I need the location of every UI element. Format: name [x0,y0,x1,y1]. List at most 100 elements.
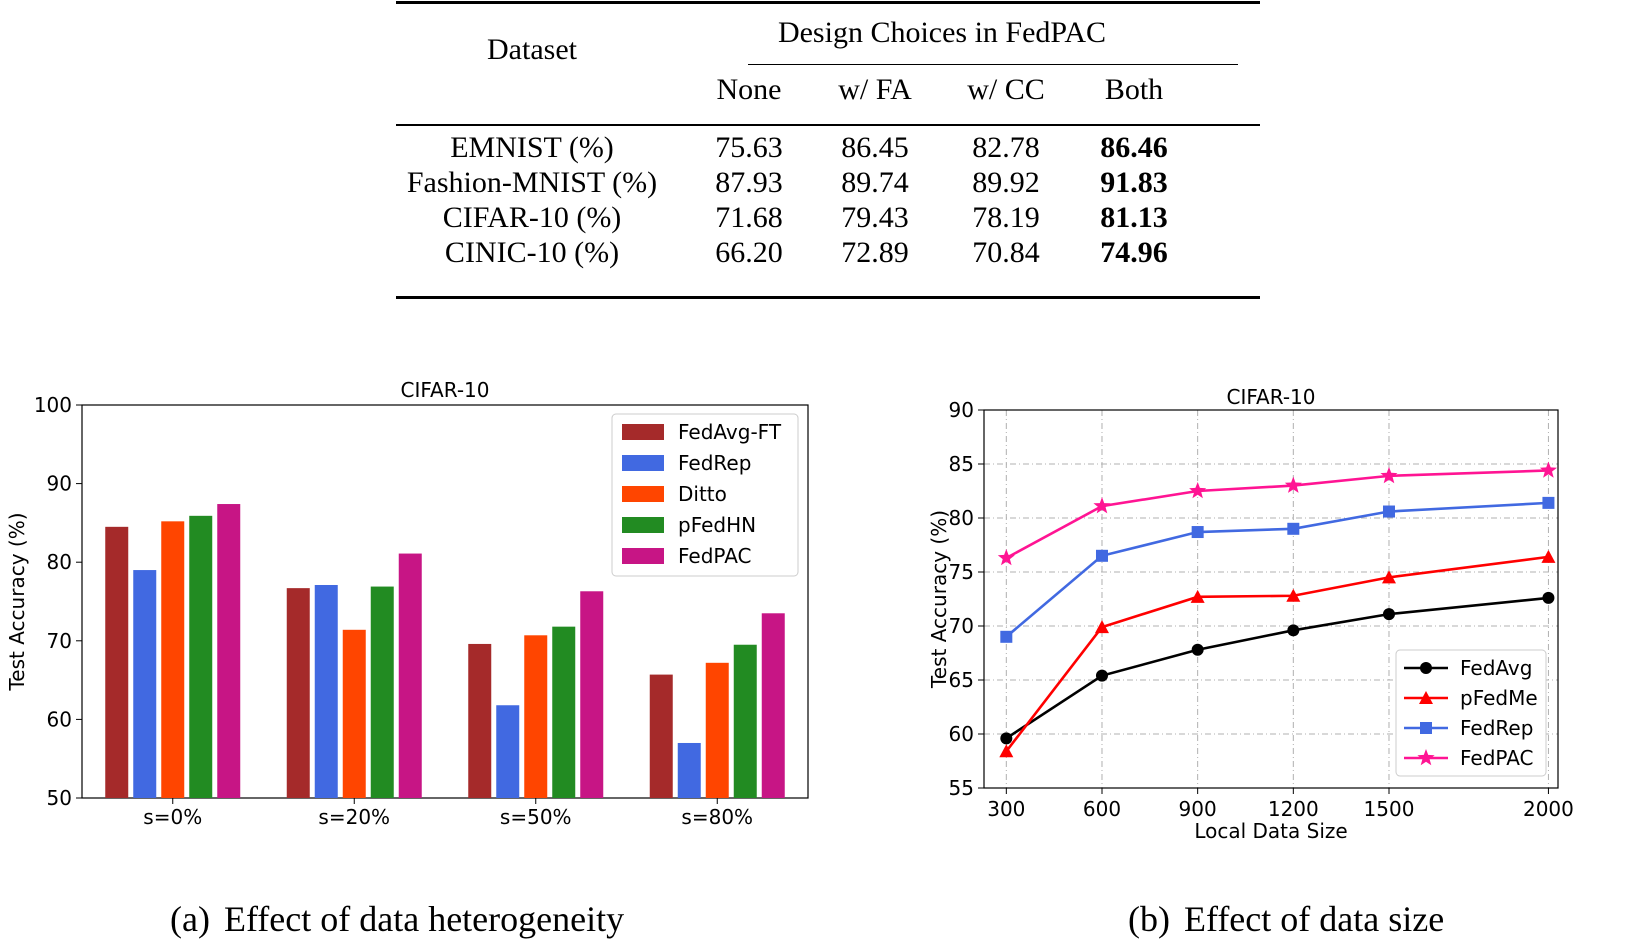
plot-frame [983,409,1559,789]
table-col-header: w/ FA [838,73,912,106]
data-point [999,744,1014,758]
legend-label: pFedHN [678,513,756,537]
legend-swatch [622,486,664,502]
table-cell-best: 81.13 [1100,201,1168,234]
data-point [1000,630,1013,643]
data-point [1287,624,1300,637]
table-cell: 75.63 [715,131,783,164]
caption-label: (a) [170,899,210,939]
legend-marker [1420,722,1432,734]
bar [370,586,394,798]
legend-swatch [622,548,664,564]
table-cell: 79.43 [841,201,909,234]
bar [398,553,422,798]
table-cell: 89.92 [972,166,1040,199]
y-tick-label: 100 [34,393,72,417]
data-point [997,549,1015,566]
table-row-label: Fashion-MNIST (%) [406,166,658,199]
data-point [1541,549,1556,563]
data-point [1287,522,1300,535]
data-point [1189,482,1207,499]
x-tick-label: 300 [987,797,1025,821]
legend-label: FedPAC [1460,746,1534,770]
table-bottom-rule [396,296,1260,299]
table-cell: 71.68 [715,201,783,234]
y-tick-label: 60 [47,707,72,731]
table-cell: 89.74 [841,166,909,199]
bar [314,584,338,798]
table-col-header: w/ CC [967,73,1045,106]
line-chart-svg: CIFAR-10 Test Accuracy (%) Local Data Size… [927,385,1574,843]
data-point [1542,496,1555,509]
data-point [1191,526,1204,539]
data-point [1284,476,1302,493]
data-point [1539,461,1557,478]
legend-swatch [622,517,664,533]
data-point [1542,591,1555,604]
bar [133,570,157,798]
series-line [1005,555,1549,753]
legend-label: pFedMe [1460,686,1538,710]
legend-marker [1420,662,1432,674]
bar [677,742,701,798]
chart-title: CIFAR-10 [401,378,490,402]
y-tick-label: 70 [949,614,974,638]
y-tick-label: 55 [949,776,974,800]
legend-label: Ditto [678,482,727,506]
x-tick-label: s=80% [681,805,753,829]
data-point [1381,570,1396,584]
figure-caption-a: (a) Effect of data heterogeneity [170,898,624,940]
legend-marker [1417,749,1435,766]
data-point [1095,669,1108,682]
bar [552,626,576,798]
bar-chart-heterogeneity: CIFAR-10 Test Accuracy (%) 50 60 70 80 90 100 s=… [0,378,860,880]
bar [161,521,185,798]
data-point [1093,497,1111,514]
table-cell: 78.19 [972,201,1040,234]
table-dataset-header: Dataset [487,33,577,66]
x-tick-label: 2000 [1523,797,1574,821]
data-point [1095,549,1108,562]
plot-frame [81,404,809,799]
legend-swatch [622,455,664,471]
data-point [1382,608,1395,621]
table-col-header: None [716,73,782,106]
y-axis-label: Test Accuracy (%) [5,512,29,691]
chart-title: CIFAR-10 [1227,385,1316,409]
x-tick-label: 1200 [1268,797,1319,821]
table-cell: 82.78 [972,131,1040,164]
legend-marker [1419,691,1433,704]
y-tick-label: 90 [949,398,974,422]
y-tick-label: 80 [949,506,974,530]
x-axis-label: Local Data Size [1194,819,1347,843]
bar [649,674,673,798]
legend-label: FedAvg [1460,656,1532,680]
bar [733,644,757,798]
table-group-rule [748,64,1238,65]
bar [496,705,520,798]
bar-chart-svg: CIFAR-10 Test Accuracy (%) 50 60 70 80 90 100 s=… [5,378,809,829]
x-tick-label: s=50% [500,805,572,829]
caption-text: Effect of data size [1183,899,1445,939]
x-tick-label: s=0% [143,805,202,829]
x-tick-label: 1500 [1364,797,1415,821]
series-line [1005,469,1549,560]
bar [189,515,213,798]
bar [286,588,310,798]
table-col-header: Both [1104,73,1164,106]
table-cell: 66.20 [715,236,783,269]
y-axis-label: Test Accuracy (%) [927,510,951,689]
legend-swatch [622,424,664,440]
y-tick-label: 80 [47,550,72,574]
y-tick-label: 85 [949,452,974,476]
table-cell-best: 86.46 [1100,131,1168,164]
y-tick-label: 50 [47,786,72,810]
data-point [1380,466,1398,484]
y-tick-label: 65 [949,668,974,692]
table-group-header: Design Choices in FedPAC [777,16,1107,49]
caption-text: Effect of data heterogeneity [223,899,625,939]
bar [217,504,241,798]
bar [342,629,366,798]
caption-label: (b) [1128,899,1170,939]
table-cell: 86.45 [841,131,909,164]
